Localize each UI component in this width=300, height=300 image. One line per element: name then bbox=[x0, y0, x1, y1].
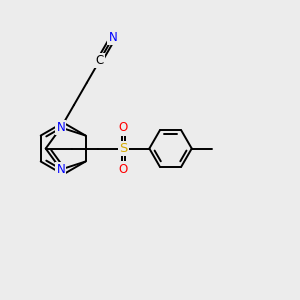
Text: N: N bbox=[108, 31, 117, 44]
Text: O: O bbox=[119, 122, 128, 134]
Text: N: N bbox=[57, 121, 65, 134]
Text: C: C bbox=[96, 54, 104, 67]
Text: N: N bbox=[57, 163, 65, 176]
Text: O: O bbox=[119, 163, 128, 176]
Text: S: S bbox=[119, 142, 128, 155]
